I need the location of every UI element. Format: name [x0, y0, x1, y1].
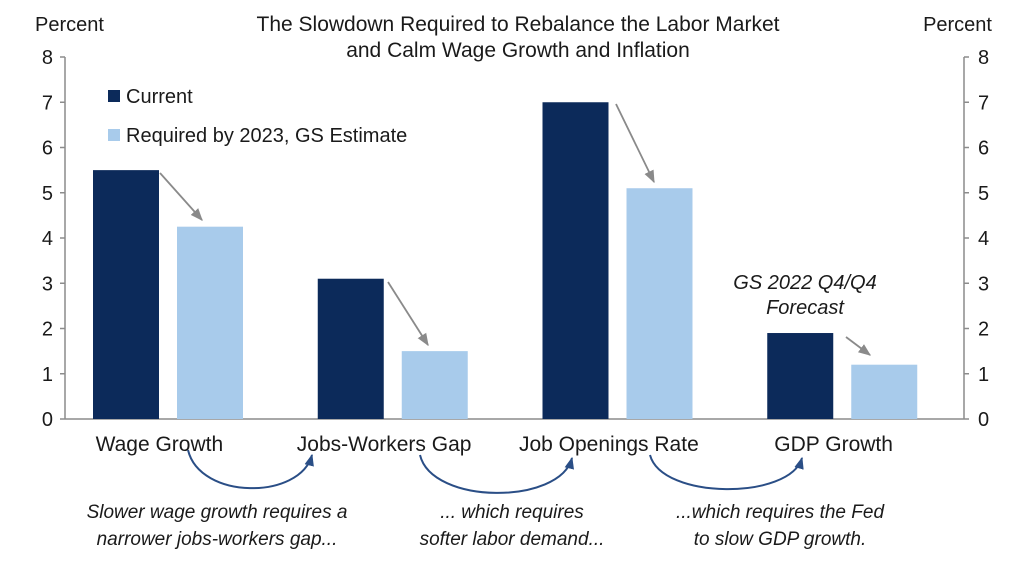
caption-2-line-2: softer labor demand...: [420, 529, 605, 550]
change-arrow-job-openings-rate: [615, 103, 655, 184]
bar-required-2: [626, 188, 693, 419]
y-tick-label-right: 3: [978, 273, 989, 295]
legend-swatch-required: [108, 129, 120, 141]
y-tick-label-left: 4: [42, 228, 53, 250]
change-arrow-wage-growth: [159, 172, 203, 221]
legend-swatch-current: [108, 90, 120, 102]
caption-1-line-1: Slower wage growth requires a: [87, 502, 348, 523]
y-tick-label-left: 7: [42, 92, 53, 114]
forecast-annotation-line-1: GS 2022 Q4/Q4: [733, 272, 876, 294]
legend-label-current: Current: [126, 86, 193, 108]
forecast-annotation-line-2: Forecast: [766, 297, 845, 319]
bar-current-3: [767, 333, 834, 419]
change-arrow-jobs-workers-gap: [387, 281, 429, 347]
x-category-label: Jobs-Workers Gap: [297, 433, 472, 456]
flow-arrows: [187, 449, 804, 494]
bar-required-3: [851, 364, 918, 419]
y-tick-label-right: 0: [978, 409, 989, 431]
x-category-label: Wage Growth: [96, 433, 224, 456]
y-tick-label-right: 8: [978, 47, 989, 69]
y-axis-right-label: Percent: [923, 14, 992, 36]
x-category-label: GDP Growth: [774, 433, 893, 456]
flow-arrow-3: [649, 454, 804, 491]
category-labels: Wage Growth Jobs-Workers Gap Job Openings …: [96, 433, 893, 456]
y-tick-label-left: 3: [42, 273, 53, 295]
caption-3-line-1: ...which requires the Fed: [676, 502, 885, 523]
legend: Current Required by 2023, GS Estimate: [108, 86, 407, 147]
y-tick-label-right: 7: [978, 92, 989, 114]
y-tick-label-right: 6: [978, 138, 989, 160]
bar-current-2: [542, 102, 609, 419]
chart-title-line-1: The Slowdown Required to Rebalance the L…: [257, 13, 780, 36]
change-arrows: [159, 103, 872, 356]
chart-title-line-2: and Calm Wage Growth and Inflation: [346, 39, 690, 62]
x-category-label: Job Openings Rate: [519, 433, 699, 456]
bar-current-0: [93, 170, 159, 419]
y-tick-label-left: 5: [42, 183, 53, 205]
y-tick-label-left: 2: [42, 319, 53, 341]
flow-arrow-1: [187, 449, 314, 490]
caption-1-line-2: narrower jobs-workers gap...: [97, 529, 338, 550]
change-arrow-gdp-growth: [845, 336, 872, 356]
bars: [93, 102, 918, 419]
y-tick-label-right: 5: [978, 183, 989, 205]
y-axis-left-label: Percent: [35, 14, 104, 36]
legend-label-required: Required by 2023, GS Estimate: [126, 125, 407, 147]
y-tick-label-left: 6: [42, 138, 53, 160]
y-tick-label-right: 1: [978, 364, 989, 386]
y-tick-label-left: 0: [42, 409, 53, 431]
bar-required-0: [177, 226, 243, 419]
y-tick-label-left: 1: [42, 364, 53, 386]
flow-arrow-2: [419, 454, 574, 494]
y-tick-label-right: 4: [978, 228, 989, 250]
caption-2-line-1: ... which requires: [440, 502, 584, 523]
y-tick-label-left: 8: [42, 47, 53, 69]
y-ticks: 0 0 1 1 2 2 3 3 4 4 5 5 6 6 7 7 8 8: [42, 47, 989, 431]
y-tick-label-right: 2: [978, 319, 989, 341]
bar-current-1: [317, 278, 384, 419]
bar-required-1: [401, 351, 468, 419]
caption-3-line-2: to slow GDP growth.: [694, 529, 866, 550]
